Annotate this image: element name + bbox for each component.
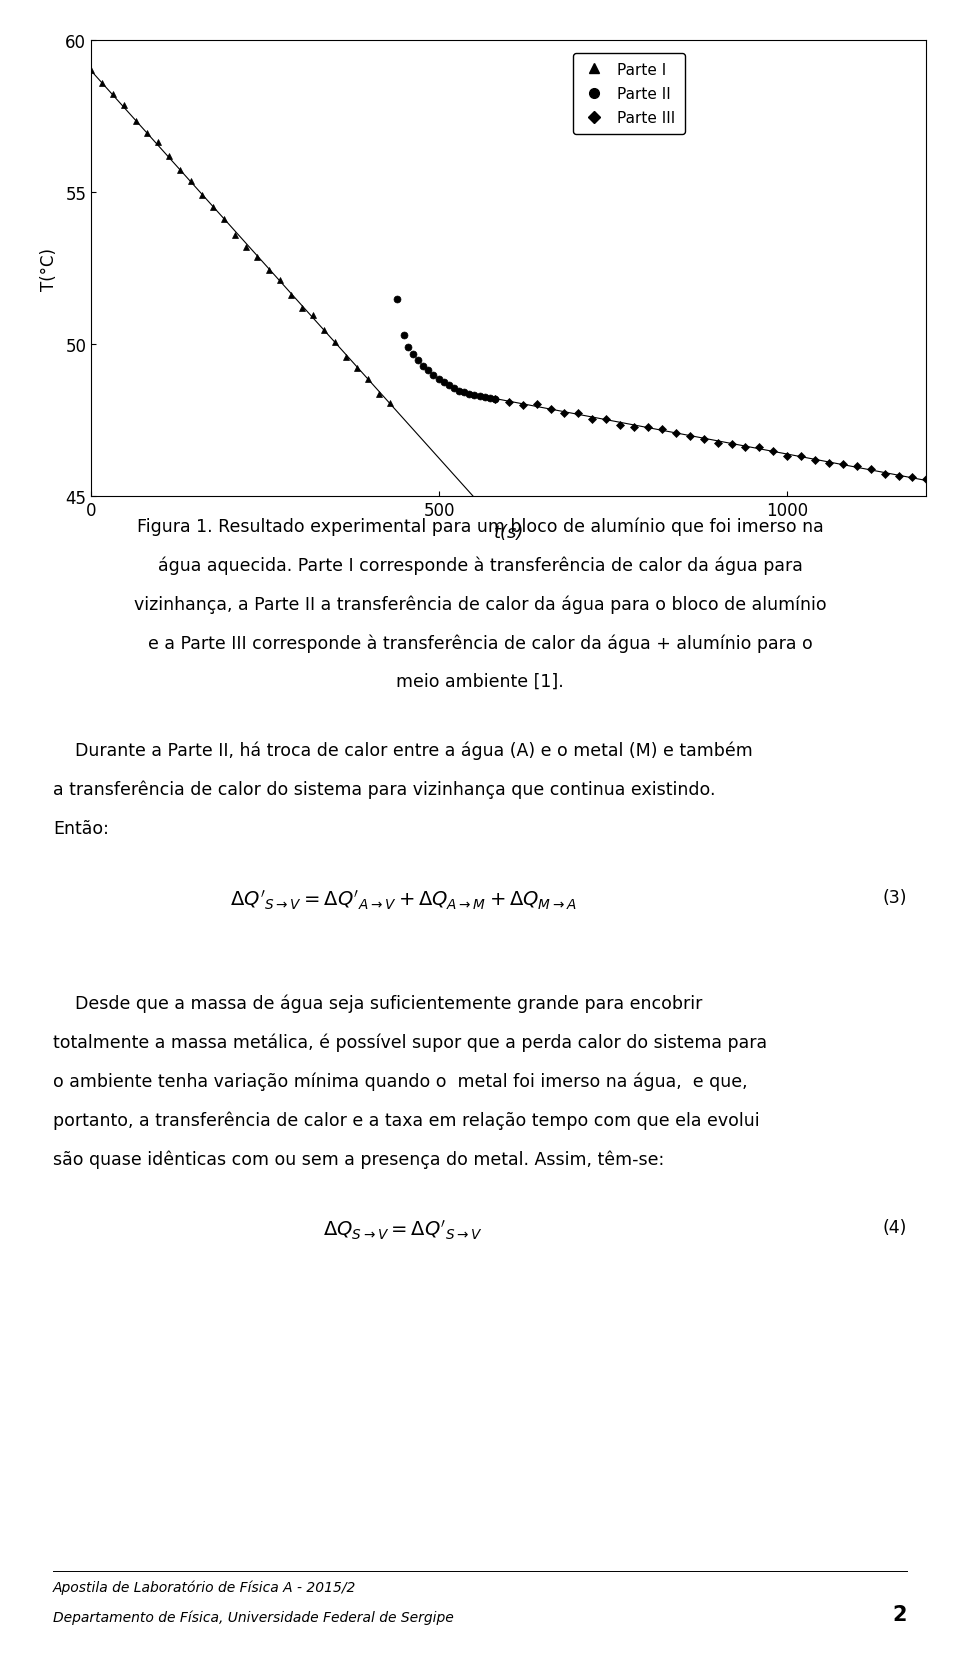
Text: portanto, a transferência de calor e a taxa em relação tempo com que ela evolui: portanto, a transferência de calor e a t… [53,1110,759,1128]
Text: meio ambiente [1].: meio ambiente [1]. [396,673,564,691]
Text: vizinhança, a Parte II a transferência de calor da água para o bloco de alumínio: vizinhança, a Parte II a transferência d… [133,595,827,613]
Text: 2: 2 [893,1604,907,1624]
Legend: Parte I, Parte II, Parte III: Parte I, Parte II, Parte III [573,53,684,136]
Text: são quase idênticas com ou sem a presença do metal. Assim, têm-se:: são quase idênticas com ou sem a presenç… [53,1150,664,1168]
Text: $\Delta Q_{S\rightarrow V} = \Delta Q'_{S\rightarrow V}$: $\Delta Q_{S\rightarrow V} = \Delta Q'_{… [324,1218,483,1241]
Text: e a Parte III corresponde à transferência de calor da água + alumínio para o: e a Parte III corresponde à transferênci… [148,633,812,653]
Text: água aquecida. Parte I corresponde à transferência de calor da água para: água aquecida. Parte I corresponde à tra… [157,557,803,575]
Text: Apostila de Laboratório de Física A - 2015/2: Apostila de Laboratório de Física A - 20… [53,1579,356,1594]
Text: totalmente a massa metálica, é possível supor que a perda calor do sistema para: totalmente a massa metálica, é possível … [53,1032,767,1051]
Text: o ambiente tenha variação mínima quando o  metal foi imerso na água,  e que,: o ambiente tenha variação mínima quando … [53,1072,748,1090]
Text: Então:: Então: [53,819,108,837]
Text: $\Delta Q'_{S\rightarrow V} = \Delta Q'_{A\rightarrow V} + \Delta Q_{A\rightarro: $\Delta Q'_{S\rightarrow V} = \Delta Q'_… [229,888,577,911]
Text: Durante a Parte II, há troca de calor entre a água (A) e o metal (M) e também: Durante a Parte II, há troca de calor en… [53,741,753,761]
Text: (3): (3) [882,888,907,906]
Text: Figura 1. Resultado experimental para um bloco de alumínio que foi imerso na: Figura 1. Resultado experimental para um… [136,517,824,535]
Y-axis label: T(°C): T(°C) [40,249,59,290]
Text: Departamento de Física, Universidade Federal de Sergipe: Departamento de Física, Universidade Fed… [53,1609,453,1624]
Text: Desde que a massa de água seja suficientemente grande para encobrir: Desde que a massa de água seja suficient… [53,994,702,1012]
Text: (4): (4) [883,1218,907,1236]
X-axis label: t(s): t(s) [493,524,524,542]
Text: a transferência de calor do sistema para vizinhança que continua existindo.: a transferência de calor do sistema para… [53,780,715,799]
